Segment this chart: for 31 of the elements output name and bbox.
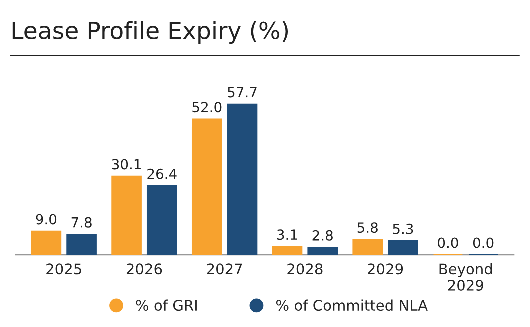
x-tick-label: 2026: [126, 264, 162, 275]
data-label: 3.1: [278, 230, 298, 240]
x-tick-label: Beyond 2029: [440, 263, 492, 292]
data-label: 2.8: [312, 230, 333, 241]
data-label: 0.0: [438, 238, 458, 248]
bar: [146, 186, 178, 256]
x-tick-label: 2029: [368, 264, 404, 275]
data-label: 7.8: [72, 217, 92, 228]
data-label: 5.3: [393, 224, 414, 234]
bar: [192, 118, 222, 256]
data-label: 30.1: [112, 159, 141, 170]
bar: [272, 246, 303, 256]
data-label: 9.0: [36, 214, 57, 225]
legend-label: % of GRI: [136, 300, 197, 312]
data-label: 52.0: [192, 102, 222, 113]
x-tick-label: 2027: [207, 264, 242, 275]
data-label: 5.8: [358, 222, 378, 234]
x-tick-label: 2028: [288, 264, 323, 275]
chart-title: Lease Profile Expiry (%): [12, 21, 288, 44]
x-tick-label: 2025: [46, 264, 82, 275]
data-label: 0.0: [473, 238, 494, 248]
data-label: 57.7: [228, 87, 257, 98]
bar: [227, 104, 258, 256]
bar: [31, 230, 62, 256]
data-label: 26.4: [148, 168, 177, 180]
bar: [112, 176, 142, 256]
bar: [66, 234, 97, 256]
bar: [352, 239, 384, 256]
legend-label: % of Committed NLA: [276, 300, 428, 312]
bar: [308, 247, 338, 256]
bar: [388, 240, 418, 256]
